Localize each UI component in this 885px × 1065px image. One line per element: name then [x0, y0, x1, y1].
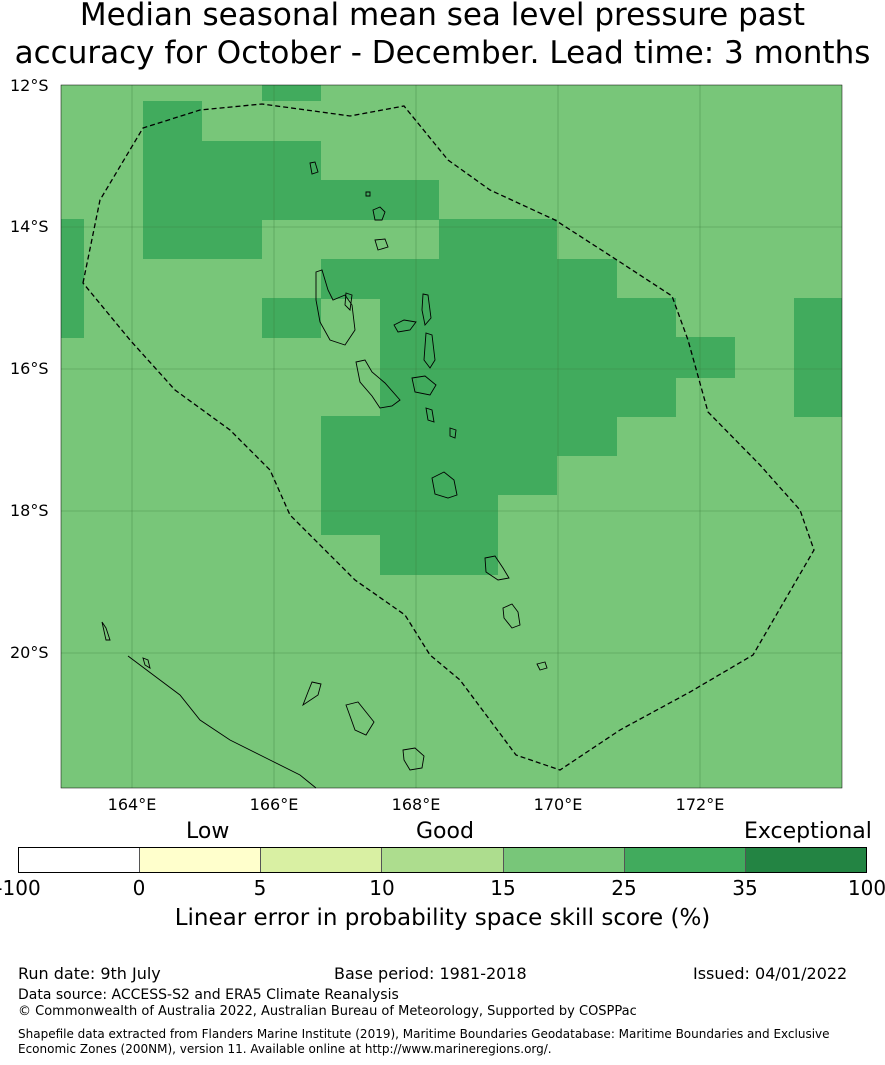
- map-frame: [60, 84, 843, 789]
- colorbar-tick: 35: [732, 876, 758, 900]
- issued-date: Issued: 04/01/2022: [693, 964, 848, 983]
- level-label-exceptional: Exceptional: [744, 819, 872, 844]
- title-line-2: accuracy for October - December. Lead ti…: [14, 35, 871, 71]
- colorbar-segment: [624, 848, 746, 872]
- island-erromango: [484, 555, 510, 581]
- base-period: Base period: 1981-2018: [334, 964, 527, 983]
- island-new-caledonia: [127, 655, 317, 789]
- lon-label-166e: 166°E: [249, 795, 299, 814]
- skill-cells-high: [61, 85, 842, 575]
- lat-label-14s: 14°S: [10, 217, 49, 236]
- lon-label-168e: 168°E: [391, 795, 441, 814]
- colorbar-segment: [19, 848, 141, 872]
- copyright: © Commonwealth of Australia 2022, Austra…: [18, 1004, 637, 1019]
- colorbar-tick: 5: [253, 876, 267, 900]
- colorbar-tick: 0: [132, 876, 146, 900]
- shapefile-credit: Shapefile data extracted from Flanders M…: [18, 1027, 830, 1056]
- colorbar-tick: 10: [369, 876, 395, 900]
- colorbar-tick: 100: [847, 876, 885, 900]
- data-source: Data source: ACCESS-S2 and ERA5 Climate …: [18, 987, 399, 1003]
- graticule: [61, 85, 842, 788]
- island-malekula: [355, 359, 401, 409]
- map: [60, 84, 843, 789]
- colorbar-segment: [503, 848, 625, 872]
- lon-label-170e: 170°E: [533, 795, 583, 814]
- title-line-1: Median seasonal mean sea level pressure …: [79, 0, 806, 33]
- lat-label-18s: 18°S: [10, 501, 49, 520]
- lon-label-172e: 172°E: [675, 795, 725, 814]
- colorbar-tick: 15: [490, 876, 516, 900]
- lon-label-164e: 164°E: [107, 795, 157, 814]
- colorbar-tick: 25: [611, 876, 637, 900]
- level-label-good: Good: [416, 819, 474, 844]
- colorbar: [18, 847, 867, 873]
- lat-label-12s: 12°S: [10, 76, 49, 95]
- colorbar-label: Linear error in probability space skill …: [174, 905, 711, 931]
- colorbar-segment: [261, 848, 383, 872]
- island-espiritu-santo: [315, 269, 356, 346]
- island-tanna: [502, 603, 521, 629]
- colorbar-segment: [382, 848, 504, 872]
- island-efate: [431, 471, 458, 499]
- colorbar-segment: [745, 848, 866, 872]
- level-label-low: Low: [186, 819, 230, 844]
- lat-label-20s: 20°S: [10, 643, 49, 662]
- colorbar-segment: [140, 848, 262, 872]
- colorbar-tick: -100: [0, 876, 41, 900]
- lat-label-16s: 16°S: [10, 359, 49, 378]
- eez-boundary: [82, 103, 815, 771]
- run-date: Run date: 9th July: [18, 964, 161, 983]
- islands: [101, 161, 548, 789]
